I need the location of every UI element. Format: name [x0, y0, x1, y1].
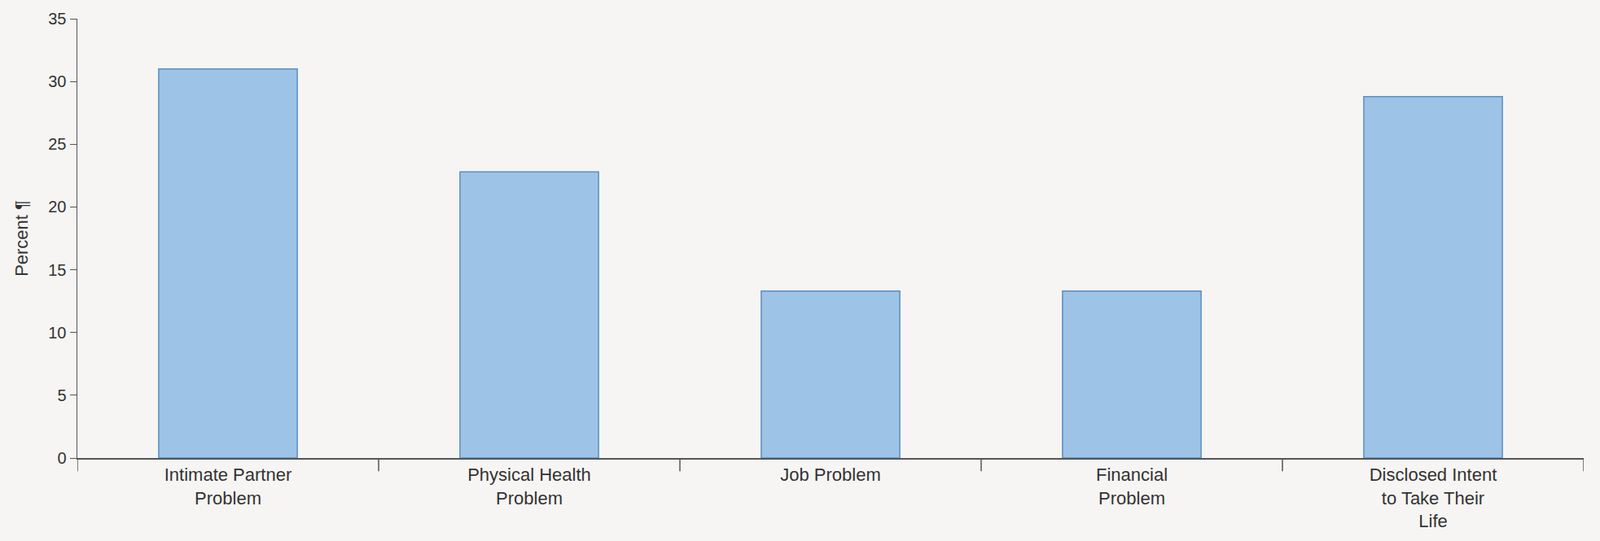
svg-text:Job Problem: Job Problem	[780, 464, 882, 486]
svg-text:35: 35	[48, 9, 66, 28]
svg-text:5: 5	[56, 386, 66, 405]
svg-text:FinancialProblem: FinancialProblem	[1095, 464, 1168, 509]
svg-text:30: 30	[48, 72, 66, 91]
svg-text:Disclosed Intentto Take TheirL: Disclosed Intentto Take TheirLife	[1369, 464, 1498, 532]
svg-text:20: 20	[48, 197, 66, 216]
svg-text:10: 10	[48, 324, 66, 342]
svg-text:Physical HealthProblem: Physical HealthProblem	[467, 464, 592, 509]
svg-text:25: 25	[48, 135, 66, 154]
svg-text:Percent ¶: Percent ¶	[11, 200, 32, 277]
svg-text:Intimate PartnerProblem: Intimate PartnerProblem	[164, 464, 293, 509]
svg-text:15: 15	[48, 261, 66, 280]
svg-text:0: 0	[56, 449, 66, 468]
